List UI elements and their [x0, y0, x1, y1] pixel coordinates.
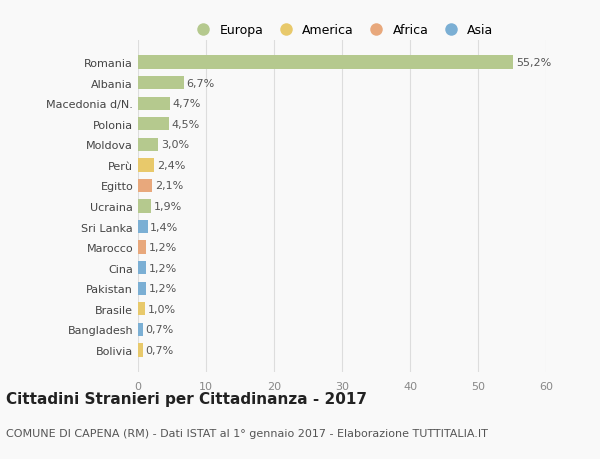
Bar	[138, 262, 146, 275]
Text: 4,5%: 4,5%	[172, 119, 200, 129]
Text: 4,7%: 4,7%	[173, 99, 201, 109]
Bar	[138, 118, 169, 131]
Bar	[138, 220, 148, 234]
Text: 2,4%: 2,4%	[157, 161, 185, 171]
Bar	[138, 343, 143, 357]
Text: 1,4%: 1,4%	[150, 222, 178, 232]
Bar	[138, 282, 146, 295]
Bar	[138, 159, 154, 172]
Bar	[138, 302, 145, 316]
Legend: Europa, America, Africa, Asia: Europa, America, Africa, Asia	[185, 19, 499, 42]
Bar	[138, 97, 170, 111]
Bar	[138, 323, 143, 336]
Bar	[138, 138, 158, 151]
Text: 1,0%: 1,0%	[148, 304, 176, 314]
Bar	[138, 200, 151, 213]
Text: 2,1%: 2,1%	[155, 181, 183, 191]
Text: 0,7%: 0,7%	[145, 325, 174, 335]
Text: Cittadini Stranieri per Cittadinanza - 2017: Cittadini Stranieri per Cittadinanza - 2…	[6, 391, 367, 406]
Text: COMUNE DI CAPENA (RM) - Dati ISTAT al 1° gennaio 2017 - Elaborazione TUTTITALIA.: COMUNE DI CAPENA (RM) - Dati ISTAT al 1°…	[6, 428, 488, 438]
Text: 3,0%: 3,0%	[161, 140, 189, 150]
Text: 1,2%: 1,2%	[149, 263, 177, 273]
Text: 1,2%: 1,2%	[149, 284, 177, 294]
Bar	[138, 77, 184, 90]
Bar	[138, 241, 146, 254]
Text: 1,9%: 1,9%	[154, 202, 182, 212]
Bar	[138, 56, 514, 70]
Text: 1,2%: 1,2%	[149, 242, 177, 252]
Text: 55,2%: 55,2%	[516, 58, 551, 68]
Text: 0,7%: 0,7%	[145, 345, 174, 355]
Bar	[138, 179, 152, 193]
Text: 6,7%: 6,7%	[186, 78, 215, 89]
